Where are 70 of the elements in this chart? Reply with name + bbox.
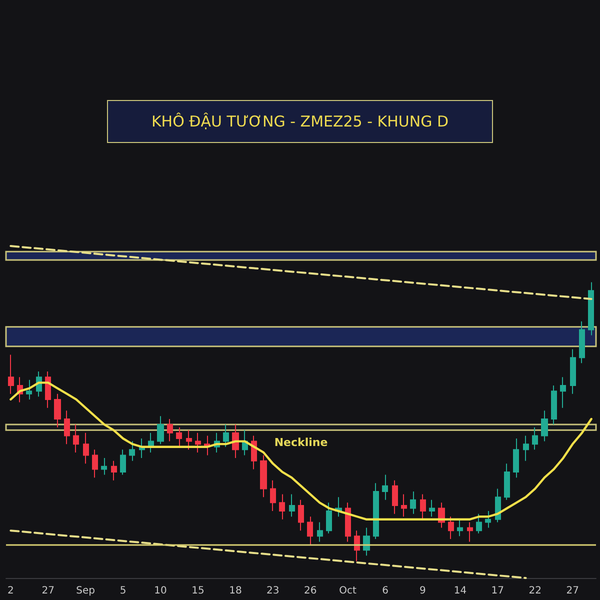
x-tick-label: 26 <box>304 586 317 596</box>
candlestick <box>186 430 192 450</box>
candlestick <box>392 480 398 514</box>
band-label: Neckline <box>274 436 328 449</box>
x-tick-label: 27 <box>566 586 579 596</box>
candlestick <box>420 494 426 520</box>
candlestick <box>279 494 285 520</box>
x-tick-label: 5 <box>120 586 126 596</box>
x-tick-label: Oct <box>339 586 357 596</box>
candlestick <box>457 518 463 537</box>
candlestick <box>476 513 482 534</box>
candlestick <box>111 460 117 481</box>
candlestick <box>570 348 576 394</box>
candlestick <box>448 516 454 540</box>
candlestick <box>523 435 529 462</box>
candlestick <box>157 416 164 445</box>
candlestick <box>129 440 135 462</box>
candlestick <box>373 482 379 540</box>
candlestick <box>307 516 313 546</box>
candlestick <box>176 426 182 448</box>
candlestick <box>195 432 201 453</box>
candlestick <box>8 354 14 394</box>
candlestick <box>551 384 557 426</box>
candlestick <box>289 494 295 518</box>
candlestick <box>326 502 332 534</box>
x-tick-label: 14 <box>454 586 467 596</box>
candlestick <box>73 424 79 453</box>
candlestick <box>485 510 491 528</box>
x-tick-label: 18 <box>229 586 242 596</box>
candlestick <box>579 320 585 364</box>
candlestick <box>298 499 304 532</box>
candlestick <box>345 502 351 542</box>
candlestick <box>45 371 51 408</box>
candlestick <box>317 522 323 542</box>
candlestick <box>504 463 510 500</box>
candlestick <box>120 449 126 476</box>
candlestick <box>260 454 267 498</box>
x-tick-label: 15 <box>192 586 204 596</box>
candlestick <box>363 527 370 556</box>
x-tick-label: 10 <box>154 586 167 596</box>
candlestick <box>401 494 407 518</box>
candlestick <box>541 410 548 442</box>
candlestick <box>513 438 519 478</box>
candlestick <box>588 282 594 336</box>
candlestick <box>467 522 473 542</box>
x-tick-label: Sep <box>76 586 96 596</box>
x-tick-label: 17 <box>491 586 504 596</box>
candlestick <box>354 530 360 562</box>
x-tick-label: 23 <box>266 586 280 596</box>
candlestick <box>410 491 416 514</box>
x-tick-label: 22 <box>528 586 542 596</box>
candlestick <box>101 458 107 476</box>
candlestick <box>167 418 173 442</box>
candlestick <box>64 410 70 445</box>
candlestick <box>532 426 538 450</box>
candlestick <box>270 480 276 512</box>
candlestick <box>92 449 98 478</box>
candlestick <box>26 379 32 400</box>
x-tick-label: 6 <box>382 586 388 596</box>
candlestick <box>495 488 501 523</box>
candlestick <box>223 424 229 448</box>
candlestick <box>382 474 388 500</box>
candlestick <box>560 376 566 408</box>
chart-title: KHÔ ĐẬU TƯƠNG - ZMEZ25 - KHUNG D <box>151 112 449 130</box>
x-tick-label: 9 <box>420 586 426 596</box>
x-tick-label: 2 <box>7 586 14 596</box>
x-tick-label: 27 <box>42 586 55 596</box>
candlestick <box>83 432 89 464</box>
candlestick <box>54 393 61 428</box>
candlestick <box>429 499 435 518</box>
